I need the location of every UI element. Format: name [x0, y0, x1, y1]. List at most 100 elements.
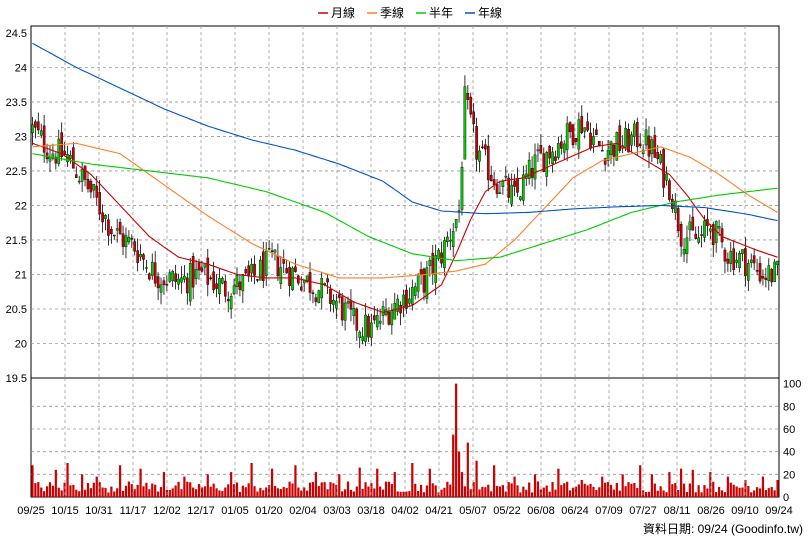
candle-body	[174, 273, 177, 282]
volume-bar	[31, 465, 34, 497]
volume-bar	[767, 488, 770, 497]
volume-bar	[396, 491, 399, 497]
volume-bar	[338, 474, 341, 497]
volume-bar	[320, 482, 323, 497]
volume-bar	[197, 484, 201, 497]
volume-bar	[741, 487, 744, 497]
candle-body	[726, 258, 730, 264]
volume-bar	[428, 468, 431, 497]
candle-body	[95, 185, 99, 198]
candle-body	[484, 144, 487, 150]
price-tick-label: 24.5	[6, 28, 27, 40]
candle-body	[285, 268, 288, 274]
candle-body	[747, 263, 750, 281]
candle-body	[150, 261, 154, 276]
candle-body	[402, 294, 405, 307]
volume-bar	[180, 489, 183, 497]
candle-body	[127, 237, 131, 243]
volume-bar	[668, 472, 671, 497]
candle-body	[513, 180, 516, 187]
candle-body	[183, 275, 186, 280]
volume-bar	[417, 491, 420, 497]
price-tick-label: 21	[15, 269, 27, 281]
volume-bar	[495, 486, 499, 497]
candle-body	[346, 301, 350, 304]
volume-tick-label: 0	[783, 492, 789, 504]
volume-bar	[487, 484, 490, 497]
legend-label-3: 年線	[478, 5, 502, 20]
candle-body	[343, 302, 347, 321]
candle-body	[253, 263, 256, 276]
volume-bar	[621, 474, 624, 497]
volume-bar	[306, 490, 309, 497]
candle-body	[156, 276, 160, 289]
candle-body	[165, 284, 169, 286]
volume-bar	[273, 485, 277, 497]
volume-bar	[89, 488, 93, 497]
candle-body	[644, 129, 648, 146]
price-tick-label: 24	[15, 62, 27, 74]
candle-body	[375, 315, 379, 328]
candle-body	[118, 222, 122, 235]
volume-bar	[60, 490, 63, 497]
volume-bar	[203, 486, 206, 497]
x-tick-label: 04/02	[391, 505, 419, 517]
volume-bar	[270, 468, 274, 497]
volume-bar	[384, 481, 388, 497]
volume-bar	[148, 489, 151, 497]
volume-bar	[516, 485, 519, 497]
candle-body	[405, 289, 408, 309]
candle-body	[568, 122, 572, 133]
volume-bar	[639, 465, 642, 497]
x-tick-label: 01/05	[221, 505, 249, 517]
data-date-footnote: 資料日期: 09/24 (Goodinfo.tw)	[643, 522, 803, 536]
candle-body	[171, 271, 175, 282]
volume-bar	[425, 485, 429, 497]
candle-body	[188, 262, 192, 302]
candle-body	[288, 266, 291, 286]
candle-body	[238, 281, 242, 290]
candle-body	[381, 306, 385, 316]
candle-body	[481, 146, 484, 149]
volume-bar	[200, 487, 204, 497]
candle-body	[767, 265, 771, 282]
candle-body	[267, 248, 271, 250]
volume-bar	[206, 474, 209, 497]
volume-bar	[48, 482, 52, 497]
volume-tick-label: 20	[783, 469, 795, 481]
volume-bar	[268, 485, 271, 497]
volume-bar	[224, 487, 227, 497]
volume-bar	[460, 472, 464, 497]
volume-bar	[674, 483, 677, 497]
volume-bar	[706, 488, 709, 497]
candle-body	[758, 263, 762, 282]
candle-body	[63, 150, 66, 156]
candle-body	[451, 231, 455, 247]
volume-bar	[735, 486, 738, 497]
volume-bar	[697, 485, 700, 497]
candle-body	[294, 266, 297, 272]
volume-bar	[139, 468, 142, 497]
x-tick-label: 04/21	[425, 505, 453, 517]
candle-body	[600, 150, 604, 152]
candle-body	[48, 156, 52, 162]
volume-bar	[525, 489, 528, 497]
candle-body	[142, 254, 145, 260]
volume-bar	[758, 488, 762, 497]
volume-bar	[393, 472, 396, 497]
candle-body	[428, 259, 432, 267]
volume-bar	[343, 489, 347, 497]
candle-body	[299, 286, 303, 291]
volume-bar	[656, 490, 659, 497]
candle-body	[311, 292, 315, 294]
volume-bar	[192, 487, 195, 497]
candle-body	[519, 196, 522, 200]
candle-body	[641, 149, 645, 155]
candle-body	[574, 138, 578, 142]
candle-body	[358, 331, 362, 339]
candle-body	[761, 276, 765, 279]
x-tick-label: 05/07	[459, 505, 487, 517]
volume-bar	[411, 463, 414, 497]
candle-body	[159, 284, 163, 293]
candle-body	[218, 278, 221, 294]
